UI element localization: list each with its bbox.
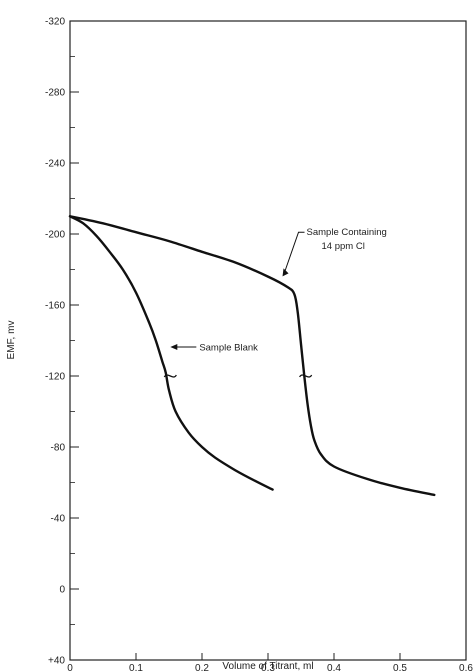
break-mark: [163, 374, 177, 378]
y-tick-label: -40: [51, 514, 66, 525]
y-tick-label: -320: [45, 17, 65, 28]
y-tick-label: -240: [45, 159, 65, 170]
x-axis-title: Volume of Titrant, ml: [222, 661, 313, 671]
break-mark: [299, 374, 313, 378]
y-tick-label: -200: [45, 230, 65, 241]
y-tick-label: -280: [45, 88, 65, 99]
x-tick-label: 0: [67, 663, 73, 671]
x-tick-label: 0.5: [393, 663, 407, 671]
annotation-sample-containing-line2: 14 ppm Cl: [322, 241, 365, 252]
annotation-arrowhead: [170, 344, 178, 351]
annotation-sample-blank: Sample Blank: [199, 343, 258, 354]
x-tick-label: 0.2: [195, 663, 209, 671]
plot-frame: [69, 20, 467, 661]
series-line-0: [68, 215, 274, 491]
x-tick-label: 0.4: [327, 663, 341, 671]
annotation-leader: [284, 231, 305, 273]
y-tick-label: -80: [51, 443, 66, 454]
annotation-arrowhead: [282, 268, 289, 277]
y-tick-label: 0: [59, 585, 65, 596]
x-tick-label: 0.6: [459, 663, 473, 671]
x-tick-label: 0.1: [129, 663, 143, 671]
series-group: [68, 215, 436, 497]
annotation-group: Sample Blank Sample Containing 14 ppm Cl: [163, 227, 387, 378]
series-line-1: [68, 215, 436, 497]
y-tick-label: -160: [45, 301, 65, 312]
y-tick-label: +40: [48, 656, 65, 667]
annotation-sample-containing-line1: Sample Containing: [307, 227, 387, 238]
x-tick-label: 0.3: [261, 663, 275, 671]
y-axis-title: EMF, mv: [6, 321, 17, 360]
y-tick-label: -120: [45, 372, 65, 383]
axis-ticks: 0 0.1 0.2 0.3 0.4 0.5 0.6 -320 -280 -240 -200 -160 -…: [45, 17, 473, 671]
